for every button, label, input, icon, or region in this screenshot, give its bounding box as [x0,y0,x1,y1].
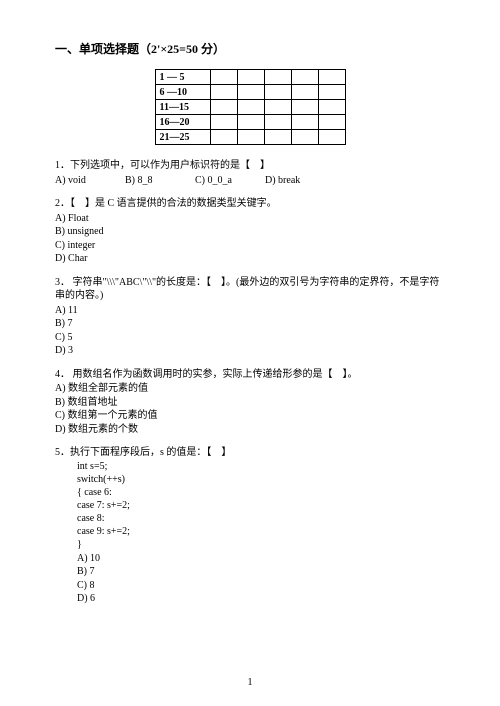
questions-container: 1．下列选项中，可以作为用户标识符的是【 】A) voidB) 8_8C) 0_… [55,159,445,606]
option: A) Float [55,212,445,226]
answer-cell [291,85,318,100]
question-stem: 1．下列选项中，可以作为用户标识符的是【 】 [55,159,445,173]
code-line: case 8: [77,512,445,525]
option: C) 0_0_a [195,174,265,188]
code-line: } [77,538,445,551]
answer-row-label: 16—20 [155,115,210,130]
answer-cell [210,115,237,130]
option: D) 3 [55,344,445,358]
answer-row-label: 11—15 [155,100,210,115]
option: D) break [265,174,335,188]
answer-cell [237,100,264,115]
option: B) 7 [55,317,445,331]
answer-cell [264,70,291,85]
answer-cell [264,115,291,130]
answer-cell [291,115,318,130]
code-line: int s=5; [77,460,445,473]
option: A) 11 [55,304,445,318]
question-stem: 5．执行下面程序段后，s 的值是：【 】 [55,446,445,460]
options-col: A) 数组全部元素的值B) 数组首地址C) 数组第一个元素的值D) 数组元素的个… [55,382,445,436]
answer-cell [264,130,291,145]
option: A) void [55,174,125,188]
answer-cell [237,85,264,100]
answer-cell [318,130,345,145]
options-col: A) FloatB) unsignedC) integerD) Char [55,212,445,266]
option: D) 数组元素的个数 [55,423,445,437]
answer-row-label: 21—25 [155,130,210,145]
question: 4． 用数组名作为函数调用时的实参，实际上传递给形参的是【 】。A) 数组全部元… [55,368,445,437]
option: C) 8 [77,579,445,593]
option: C) 数组第一个元素的值 [55,409,445,423]
answer-cell [318,115,345,130]
answer-cell [318,100,345,115]
question: 2．【 】是 C 语言提供的合法的数据类型关键字。A) FloatB) unsi… [55,197,445,266]
answer-row-label: 6 —10 [155,85,210,100]
option: C) 5 [55,331,445,345]
answer-cell [210,85,237,100]
option: A) 10 [77,552,445,566]
code-line: switch(++s) [77,473,445,486]
code-line: case 9: s+=2; [77,525,445,538]
code-line: { case 6: [77,486,445,499]
answer-cell [291,70,318,85]
answer-cell [291,130,318,145]
answer-cell [264,85,291,100]
option: B) 数组首地址 [55,396,445,410]
question-stem: 4． 用数组名作为函数调用时的实参，实际上传递给形参的是【 】。 [55,368,445,382]
page-number: 1 [0,677,500,688]
question: 5．执行下面程序段后，s 的值是：【 】int s=5;switch(++s) … [55,446,445,606]
options-col: A) 11B) 7C) 5D) 3 [55,304,445,358]
section-title: 一、单项选择题（2'×25=50 分） [55,40,445,57]
answer-cell [210,70,237,85]
question-stem: 3． 字符串"\\\"ABC\"\\"的长度是：【 】。(最外边的双引号为字符串… [55,276,445,303]
answer-cell [210,130,237,145]
option: B) 7 [77,565,445,579]
answer-cell [237,130,264,145]
answer-grid: 1 — 56 —1011—1516—2021—25 [155,69,346,145]
answer-row-label: 1 — 5 [155,70,210,85]
option: A) 数组全部元素的值 [55,382,445,396]
option: C) integer [55,239,445,253]
question: 1．下列选项中，可以作为用户标识符的是【 】A) voidB) 8_8C) 0_… [55,159,445,187]
code-block: int s=5;switch(++s) { case 6: case 7: s+… [77,460,445,551]
option: B) 8_8 [125,174,195,188]
answer-cell [237,70,264,85]
options-row: A) voidB) 8_8C) 0_0_aD) break [55,174,445,188]
question-stem: 2．【 】是 C 语言提供的合法的数据类型关键字。 [55,197,445,211]
answer-cell [318,70,345,85]
answer-cell [318,85,345,100]
question: 3． 字符串"\\\"ABC\"\\"的长度是：【 】。(最外边的双引号为字符串… [55,276,445,358]
page: 一、单项选择题（2'×25=50 分） 1 — 56 —1011—1516—20… [0,0,500,706]
options-col: A) 10B) 7C) 8D) 6 [77,552,445,606]
option: D) 6 [77,592,445,606]
option: B) unsigned [55,225,445,239]
answer-cell [237,115,264,130]
code-line: case 7: s+=2; [77,499,445,512]
answer-cell [210,100,237,115]
answer-cell [264,100,291,115]
answer-cell [291,100,318,115]
option: D) Char [55,252,445,266]
